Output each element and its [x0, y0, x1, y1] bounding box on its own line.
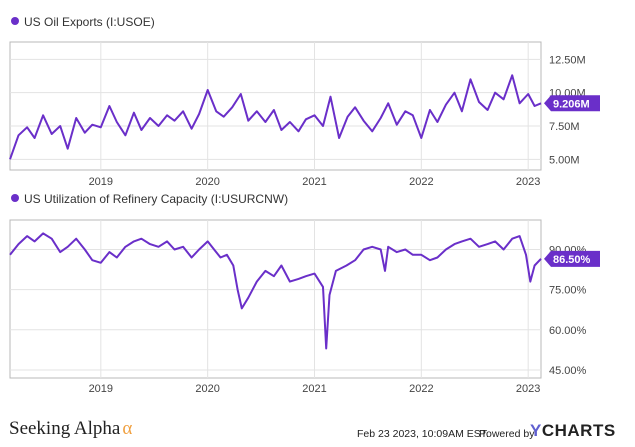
x-tick-label: 2020	[195, 176, 219, 188]
brand-text: Seeking Alpha	[9, 418, 121, 439]
x-tick-label: 2021	[302, 176, 326, 188]
ycharts-logo-y: Y	[530, 421, 542, 440]
x-tick-label: 2022	[409, 383, 433, 395]
x-tick-label: 2023	[516, 176, 540, 188]
x-tick-label: 2020	[195, 383, 219, 395]
seeking-alpha-logo[interactable]: Seeking Alpha α	[9, 418, 132, 440]
charts-canvas: US Oil Exports (I:USOE)5.00M7.50M10.00M1…	[9, 15, 600, 395]
legend-dot	[11, 17, 19, 25]
y-tick-label: 5.00M	[549, 154, 580, 166]
chart-2: US Utilization of Refinery Capacity (I:U…	[9, 192, 600, 395]
ycharts-logo[interactable]: YCHARTS	[530, 421, 616, 441]
y-tick-label: 45.00%	[549, 365, 587, 377]
x-tick-label: 2021	[302, 383, 326, 395]
plot-frame	[9, 41, 542, 171]
y-tick-label: 7.50M	[549, 121, 580, 133]
powered-by-text: Powered by	[479, 428, 535, 440]
chart-1: US Oil Exports (I:USOE)5.00M7.50M10.00M1…	[9, 15, 600, 188]
alpha-symbol: α	[122, 418, 133, 439]
series-line	[9, 232, 542, 350]
x-tick-label: 2022	[409, 176, 433, 188]
series-line	[9, 74, 542, 160]
y-tick-label: 12.50M	[549, 54, 586, 66]
last-value-flag	[544, 95, 600, 112]
chart-title: US Oil Exports (I:USOE)	[24, 15, 155, 29]
timestamp: Feb 23 2023, 10:09AM EST.	[357, 428, 489, 440]
last-value-label: 9.206M	[553, 98, 590, 110]
footer: Seeking Alpha α Feb 23 2023, 10:09AM EST.…	[0, 412, 635, 447]
last-value-flag	[544, 250, 600, 267]
ycharts-logo-text: CHARTS	[541, 421, 616, 440]
plot-frame	[9, 219, 542, 379]
chart-title: US Utilization of Refinery Capacity (I:U…	[24, 192, 288, 206]
legend-dot	[11, 194, 19, 202]
x-tick-label: 2023	[516, 383, 540, 395]
y-tick-label: 60.00%	[549, 325, 587, 337]
y-tick-label: 75.00%	[549, 285, 587, 297]
x-tick-label: 2019	[89, 176, 113, 188]
x-tick-label: 2019	[89, 383, 113, 395]
last-value-label: 86.50%	[553, 254, 591, 266]
